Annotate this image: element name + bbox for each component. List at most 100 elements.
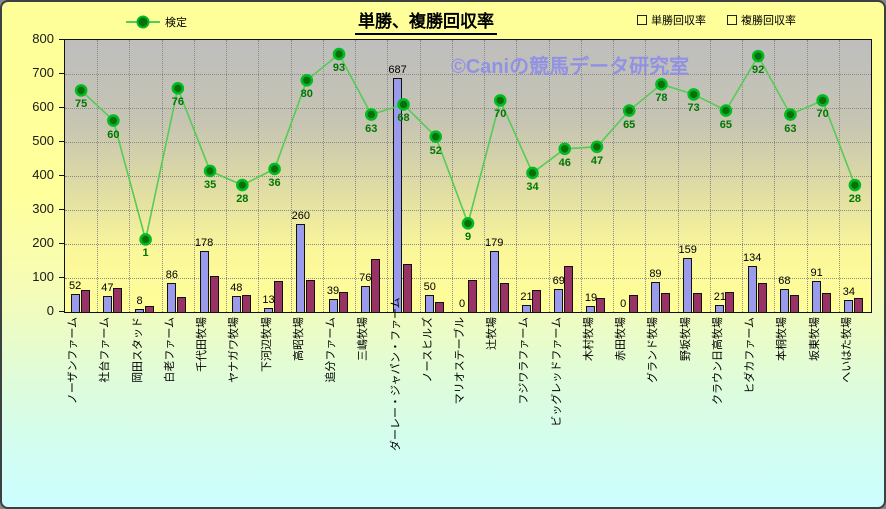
- bar-fukusho: [209, 276, 219, 312]
- kentei-value-label: 63: [365, 122, 378, 135]
- kentei-value-label: 80: [300, 88, 313, 101]
- x-axis-label: ヤナガワ牧場: [228, 317, 241, 383]
- kentei-value-label: 70: [816, 108, 829, 121]
- bar-tansho: [489, 251, 499, 312]
- x-axis-label: 白老ファーム: [163, 317, 176, 383]
- bar-value-label: 19: [584, 291, 598, 304]
- v-gridline: [516, 40, 518, 312]
- x-axis-label: 高昭牧場: [292, 317, 305, 361]
- v-gridline: [419, 40, 421, 312]
- bar-tansho: [683, 257, 693, 312]
- h-gridline: [65, 142, 871, 143]
- bar-tansho: [715, 304, 725, 312]
- bar-fukusho: [757, 283, 767, 312]
- kentei-value-label: 76: [171, 96, 184, 109]
- x-axis-label: ビッグレッドファーム: [550, 317, 563, 427]
- v-gridline: [548, 40, 550, 312]
- v-gridline: [387, 40, 389, 312]
- kentei-marker: [300, 73, 314, 87]
- bar-fukusho: [854, 298, 864, 312]
- kentei-marker: [203, 164, 217, 178]
- y-axis-label: 400: [32, 167, 54, 182]
- y-axis-tick: [59, 107, 64, 108]
- kentei-value-label: 34: [526, 180, 539, 193]
- kentei-marker: [719, 104, 733, 117]
- bar1-swatch-icon: [637, 15, 647, 25]
- bar-value-label: 159: [678, 243, 697, 256]
- kentei-value-label: 65: [623, 118, 636, 131]
- bar-fukusho: [435, 301, 445, 312]
- x-axis-label: ノースヒルズ: [421, 317, 434, 383]
- bar-tansho: [296, 223, 306, 312]
- bar-fukusho: [725, 291, 735, 312]
- x-axis-label: 千代田牧場: [196, 317, 209, 372]
- h-gridline: [65, 108, 871, 109]
- bar-tansho: [779, 288, 789, 312]
- v-gridline: [322, 40, 324, 312]
- bar-tansho: [135, 309, 145, 312]
- bar-value-label: 76: [359, 272, 372, 285]
- y-axis-tick: [59, 175, 64, 176]
- v-gridline: [806, 40, 808, 312]
- y-axis-tick: [59, 39, 64, 40]
- x-axis-label: ダーレー・ジャパン・ファーム: [389, 297, 402, 451]
- kentei-value-label: 93: [332, 62, 346, 75]
- kentei-marker: [364, 108, 378, 121]
- x-axis-label: 木村牧場: [582, 317, 595, 361]
- y-axis-label: 0: [46, 303, 54, 318]
- bar-value-label: 86: [165, 268, 178, 281]
- kentei-marker: [332, 47, 346, 61]
- bar-tansho: [199, 251, 209, 312]
- kentei-value-label: 47: [590, 154, 604, 167]
- h-gridline: [65, 74, 871, 75]
- y-axis-tick: [59, 277, 64, 278]
- kentei-marker: [493, 94, 507, 107]
- v-gridline: [484, 40, 486, 312]
- bar-value-label: 89: [649, 267, 662, 280]
- kentei-value-label: 68: [397, 112, 410, 125]
- bar-tansho: [650, 281, 660, 312]
- bar-value-label: 178: [194, 237, 214, 250]
- x-axis-label: へいはた牧場: [840, 317, 853, 383]
- kentei-marker: [171, 82, 185, 95]
- kentei-value-label: 35: [203, 178, 217, 191]
- bar-fukusho: [564, 266, 574, 312]
- bar-value-label: 68: [778, 274, 791, 287]
- x-axis-label: 野坂牧場: [679, 317, 692, 361]
- bar-fukusho: [306, 279, 316, 312]
- kentei-value-label: 73: [687, 102, 700, 115]
- kentei-marker: [397, 98, 410, 111]
- kentei-value-label: 78: [655, 92, 668, 105]
- bar-tansho: [425, 295, 435, 312]
- bar-fukusho: [177, 296, 187, 312]
- x-axis-label: 下河辺牧場: [260, 317, 273, 372]
- kentei-value-label: 1: [142, 247, 149, 260]
- v-gridline: [129, 40, 131, 312]
- bar-tansho: [360, 286, 370, 312]
- bar-value-label: 260: [291, 209, 310, 222]
- v-gridline: [580, 40, 582, 312]
- x-axis-label: 岡田スタッド: [131, 317, 144, 383]
- v-gridline: [290, 40, 292, 312]
- kentei-value-label: 9: [464, 231, 472, 244]
- v-gridline: [838, 40, 840, 312]
- bar-fukusho: [112, 287, 122, 312]
- kentei-marker: [848, 178, 862, 192]
- bar-value-label: 91: [810, 267, 823, 280]
- bar2-swatch-icon: [727, 15, 737, 25]
- kentei-value-label: 75: [75, 98, 88, 111]
- v-gridline: [355, 40, 357, 312]
- kentei-marker: [590, 140, 604, 154]
- x-axis-label: 辻牧場: [486, 317, 499, 350]
- kentei-marker: [784, 108, 797, 121]
- kentei-marker: [655, 78, 668, 91]
- h-gridline: [65, 210, 871, 211]
- bar-value-label: 21: [520, 290, 533, 303]
- h-gridline: [65, 244, 871, 245]
- bar-value-label: 39: [326, 284, 340, 297]
- kentei-value-label: 28: [848, 193, 861, 206]
- line-marker-icon: [126, 15, 160, 29]
- y-axis-label: 600: [32, 99, 54, 114]
- plot-area: 52 47 8 86 178 48 13 260 39 76 687 50 0 179 21 69 19 0 89 1…: [64, 39, 872, 313]
- x-axis-label: ヒダカファーム: [744, 317, 757, 394]
